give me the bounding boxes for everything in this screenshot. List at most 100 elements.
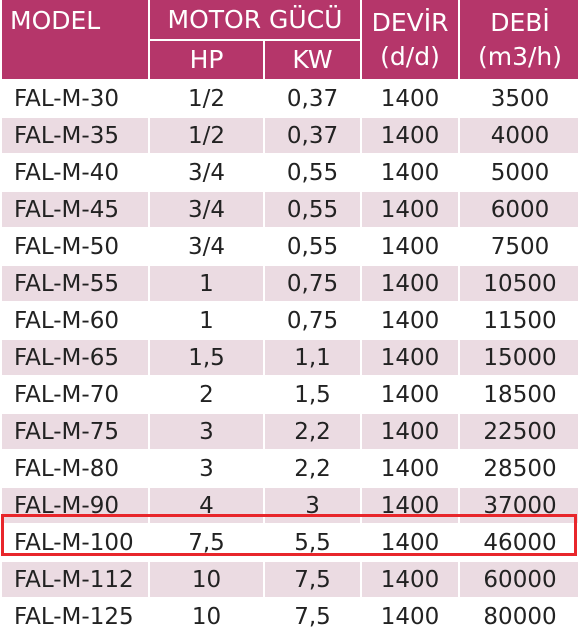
cell-model: FAL-M-125 xyxy=(2,597,148,634)
header-debi-unit: (m3/h) xyxy=(477,42,563,71)
header-model: MODEL xyxy=(2,0,148,79)
header-motor-power: MOTOR GÜCÜ xyxy=(150,0,361,41)
cell-debi: 11500 xyxy=(460,301,578,338)
cell-hp: 4 xyxy=(150,486,263,523)
cell-devir: 1400 xyxy=(362,301,459,338)
cell-model: FAL-M-70 xyxy=(2,375,148,412)
cell-kw: 0,55 xyxy=(265,227,361,264)
cell-model: FAL-M-55 xyxy=(2,264,148,301)
cell-model: FAL-M-35 xyxy=(2,116,148,153)
cell-model: FAL-M-40 xyxy=(2,153,148,190)
cell-kw: 1,5 xyxy=(265,375,361,412)
cell-debi: 37000 xyxy=(460,486,578,523)
cell-kw: 7,5 xyxy=(265,597,361,634)
cell-debi: 28500 xyxy=(460,449,578,486)
cell-model: FAL-M-30 xyxy=(2,79,148,116)
table-row: FAL-M-35 1/2 0,37 1400 4000 xyxy=(2,116,578,153)
cell-kw: 0,75 xyxy=(265,301,361,338)
cell-hp: 1 xyxy=(150,264,263,301)
cell-hp: 1/2 xyxy=(150,79,263,116)
cell-hp: 1 xyxy=(150,301,263,338)
cell-kw: 0,55 xyxy=(265,190,361,227)
table-row: FAL-M-65 1,5 1,1 1400 15000 xyxy=(2,338,578,375)
cell-kw: 0,55 xyxy=(265,153,361,190)
table-row: FAL-M-55 1 0,75 1400 10500 xyxy=(2,264,578,301)
cell-kw: 2,2 xyxy=(265,412,361,449)
cell-hp: 10 xyxy=(150,597,263,634)
table-header: MODEL MOTOR GÜCÜ DEVİR (d/d) DEBİ (m3/h)… xyxy=(2,0,578,79)
table-row: FAL-M-50 3/4 0,55 1400 7500 xyxy=(2,227,578,264)
cell-devir: 1400 xyxy=(362,375,459,412)
table-row: FAL-M-100 7,5 5,5 1400 46000 xyxy=(2,523,578,560)
cell-kw: 1,1 xyxy=(265,338,361,375)
table-row: FAL-M-45 3/4 0,55 1400 6000 xyxy=(2,190,578,227)
cell-debi: 46000 xyxy=(460,523,578,560)
cell-devir: 1400 xyxy=(362,79,459,116)
cell-model: FAL-M-80 xyxy=(2,449,148,486)
cell-hp: 3/4 xyxy=(150,190,263,227)
cell-debi: 10500 xyxy=(460,264,578,301)
cell-debi: 4000 xyxy=(460,116,578,153)
cell-debi: 6000 xyxy=(460,190,578,227)
cell-debi: 15000 xyxy=(460,338,578,375)
header-devir-label: DEVİR xyxy=(371,8,449,37)
cell-hp: 7,5 xyxy=(150,523,263,560)
header-devir-unit: (d/d) xyxy=(380,42,440,71)
cell-kw: 0,75 xyxy=(265,264,361,301)
table-row: FAL-M-80 3 2,2 1400 28500 xyxy=(2,449,578,486)
cell-kw: 2,2 xyxy=(265,449,361,486)
cell-hp: 10 xyxy=(150,560,263,597)
header-debi-label: DEBİ xyxy=(490,8,550,37)
cell-kw: 0,37 xyxy=(265,116,361,153)
cell-devir: 1400 xyxy=(362,116,459,153)
cell-model: FAL-M-112 xyxy=(2,560,148,597)
cell-debi: 80000 xyxy=(460,597,578,634)
cell-debi: 60000 xyxy=(460,560,578,597)
cell-devir: 1400 xyxy=(362,597,459,634)
cell-hp: 1,5 xyxy=(150,338,263,375)
cell-model: FAL-M-100 xyxy=(2,523,148,560)
cell-hp: 3 xyxy=(150,412,263,449)
header-devir: DEVİR (d/d) xyxy=(362,0,459,79)
cell-devir: 1400 xyxy=(362,486,459,523)
table-body: FAL-M-30 1/2 0,37 1400 3500 FAL-M-35 1/2 0,37 14… xyxy=(2,79,578,634)
cell-model: FAL-M-65 xyxy=(2,338,148,375)
cell-model: FAL-M-60 xyxy=(2,301,148,338)
cell-kw: 7,5 xyxy=(265,560,361,597)
table-row: FAL-M-75 3 2,2 1400 22500 xyxy=(2,412,578,449)
cell-hp: 3 xyxy=(150,449,263,486)
cell-kw: 3 xyxy=(265,486,361,523)
cell-devir: 1400 xyxy=(362,153,459,190)
cell-model: FAL-M-90 xyxy=(2,486,148,523)
table-row: FAL-M-30 1/2 0,37 1400 3500 xyxy=(2,79,578,116)
cell-devir: 1400 xyxy=(362,449,459,486)
cell-kw: 5,5 xyxy=(265,523,361,560)
cell-model: FAL-M-75 xyxy=(2,412,148,449)
cell-hp: 2 xyxy=(150,375,263,412)
cell-model: FAL-M-50 xyxy=(2,227,148,264)
header-hp: HP xyxy=(150,41,263,79)
table-row: FAL-M-90 4 3 1400 37000 xyxy=(2,486,578,523)
cell-devir: 1400 xyxy=(362,338,459,375)
cell-hp: 1/2 xyxy=(150,116,263,153)
cell-devir: 1400 xyxy=(362,560,459,597)
cell-model: FAL-M-45 xyxy=(2,190,148,227)
cell-devir: 1400 xyxy=(362,227,459,264)
table-row: FAL-M-125 10 7,5 1400 80000 xyxy=(2,597,578,634)
header-kw: KW xyxy=(265,41,361,79)
cell-debi: 18500 xyxy=(460,375,578,412)
table-row: FAL-M-60 1 0,75 1400 11500 xyxy=(2,301,578,338)
cell-kw: 0,37 xyxy=(265,79,361,116)
cell-devir: 1400 xyxy=(362,190,459,227)
cell-hp: 3/4 xyxy=(150,227,263,264)
cell-devir: 1400 xyxy=(362,523,459,560)
cell-devir: 1400 xyxy=(362,264,459,301)
cell-debi: 3500 xyxy=(460,79,578,116)
table-row: FAL-M-70 2 1,5 1400 18500 xyxy=(2,375,578,412)
table-row: FAL-M-40 3/4 0,55 1400 5000 xyxy=(2,153,578,190)
header-debi: DEBİ (m3/h) xyxy=(460,0,578,79)
table-row: FAL-M-112 10 7,5 1400 60000 xyxy=(2,560,578,597)
cell-debi: 7500 xyxy=(460,227,578,264)
